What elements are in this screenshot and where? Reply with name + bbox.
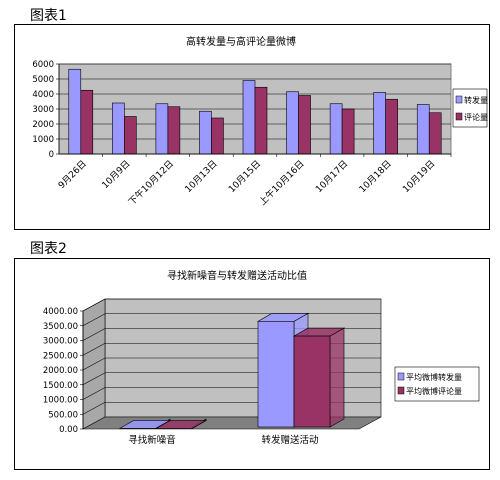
chart1-bar [155, 103, 169, 155]
chart2-ytick-label: 0.00 [59, 425, 78, 435]
chart1-ytick-label: 5000 [32, 75, 54, 85]
chart2-title: 寻找新噪音与转发赠送活动比值 [167, 269, 307, 282]
chart2-bar-side [329, 327, 345, 428]
chart1-bar [416, 104, 430, 155]
chart2-legend-label: 平均微博转发量 [406, 372, 462, 382]
figure2-label: 图表2 [30, 241, 67, 257]
chart1-legend-swatch [455, 95, 463, 104]
chart1-legend [452, 88, 488, 128]
chart1-category-label: 10月15日 [226, 158, 263, 195]
chart1-ytick-label: 4000 [32, 90, 54, 100]
chart1-bar [329, 103, 343, 155]
chart1-category-label: 10月9日 [100, 158, 133, 191]
chart2-legend-swatch [397, 386, 405, 395]
chart2-bar-top [154, 420, 208, 429]
chart1-bar [385, 98, 398, 155]
chart1-bar [254, 86, 268, 155]
chart2-ytick-label: 1500.00 [43, 381, 78, 391]
chart2-category-label: 寻找新噪音 [128, 434, 176, 446]
chart2-panel: 寻找新噪音与转发赠送活动比值 0.00 500.00 1000.00 1500.00 20… [14, 258, 490, 470]
chart1-panel: 高转发量与高评论量微博 0 1000 2000 3000 4000 5000 6000 9月26… [14, 24, 490, 230]
chart2-ytick-label: 3000.00 [43, 337, 78, 347]
chart1-category-label: 10月17日 [314, 158, 351, 195]
chart1-ytick-label: 3000 [32, 105, 54, 115]
chart1-bar [112, 102, 125, 155]
chart2-ytick-label: 2000.00 [43, 366, 78, 376]
chart2-ytick-label: 2500.00 [43, 351, 78, 361]
figure1-label: 图表1 [30, 8, 67, 24]
chart1-category-label: 10月19日 [401, 158, 438, 195]
chart1-category-label: 10月13日 [183, 158, 220, 195]
chart1-category-label: 下午10月12日 [126, 158, 176, 208]
chart2-ytick-label: 1000.00 [43, 396, 78, 406]
chart1-bar [298, 95, 311, 155]
chart2-bar [257, 321, 295, 428]
chart1-legend-swatch [455, 112, 463, 121]
chart2-bar [293, 335, 331, 428]
chart1-ytick-label: 0 [49, 150, 54, 160]
chart2-legend-label: 平均微博评论量 [406, 386, 462, 396]
chart2-category-label: 转发赠送活动 [261, 434, 318, 446]
chart1-bar [373, 92, 386, 155]
chart1-ytick-label: 1000 [32, 135, 54, 145]
chart1-bar [341, 108, 355, 155]
chart1-bar [167, 106, 181, 155]
chart1-bar [80, 89, 94, 155]
chart1-ytick-label: 6000 [32, 60, 54, 70]
chart1-ytick-label: 2000 [32, 120, 54, 130]
chart1-bar [428, 112, 442, 155]
chart2-svg: 寻找新噪音与转发赠送活动比值 0.00 500.00 1000.00 1500.00 20… [43, 269, 480, 446]
chart1-bar [211, 117, 224, 155]
chart2-ytick-label: 3500.00 [43, 322, 78, 332]
chart1-bar [242, 80, 256, 155]
chart1-category-label: 9月26日 [56, 158, 89, 191]
chart1-bar [199, 110, 212, 155]
chart1-legend-label: 转发量 [464, 95, 488, 105]
chart1-svg: 高转发量与高评论量微博 0 1000 2000 3000 4000 5000 6000 9月26… [32, 35, 488, 208]
chart2-gridline [82, 298, 381, 312]
chart1-legend-label: 评论量 [464, 112, 488, 122]
chart2-ytick-label: 4000.00 [43, 307, 78, 317]
chart1-bar [124, 116, 137, 155]
chart1-bar [286, 91, 299, 155]
chart2-ytick-label: 500.00 [48, 410, 78, 420]
chart2-legend-swatch [397, 372, 405, 381]
chart1-bar [68, 68, 82, 155]
chart2-legend [394, 366, 480, 402]
chart1-category-label: 10月18日 [357, 158, 394, 195]
chart1-title: 高转发量与高评论量微博 [186, 35, 296, 48]
chart1-category-label: 上午10月16日 [257, 158, 307, 208]
